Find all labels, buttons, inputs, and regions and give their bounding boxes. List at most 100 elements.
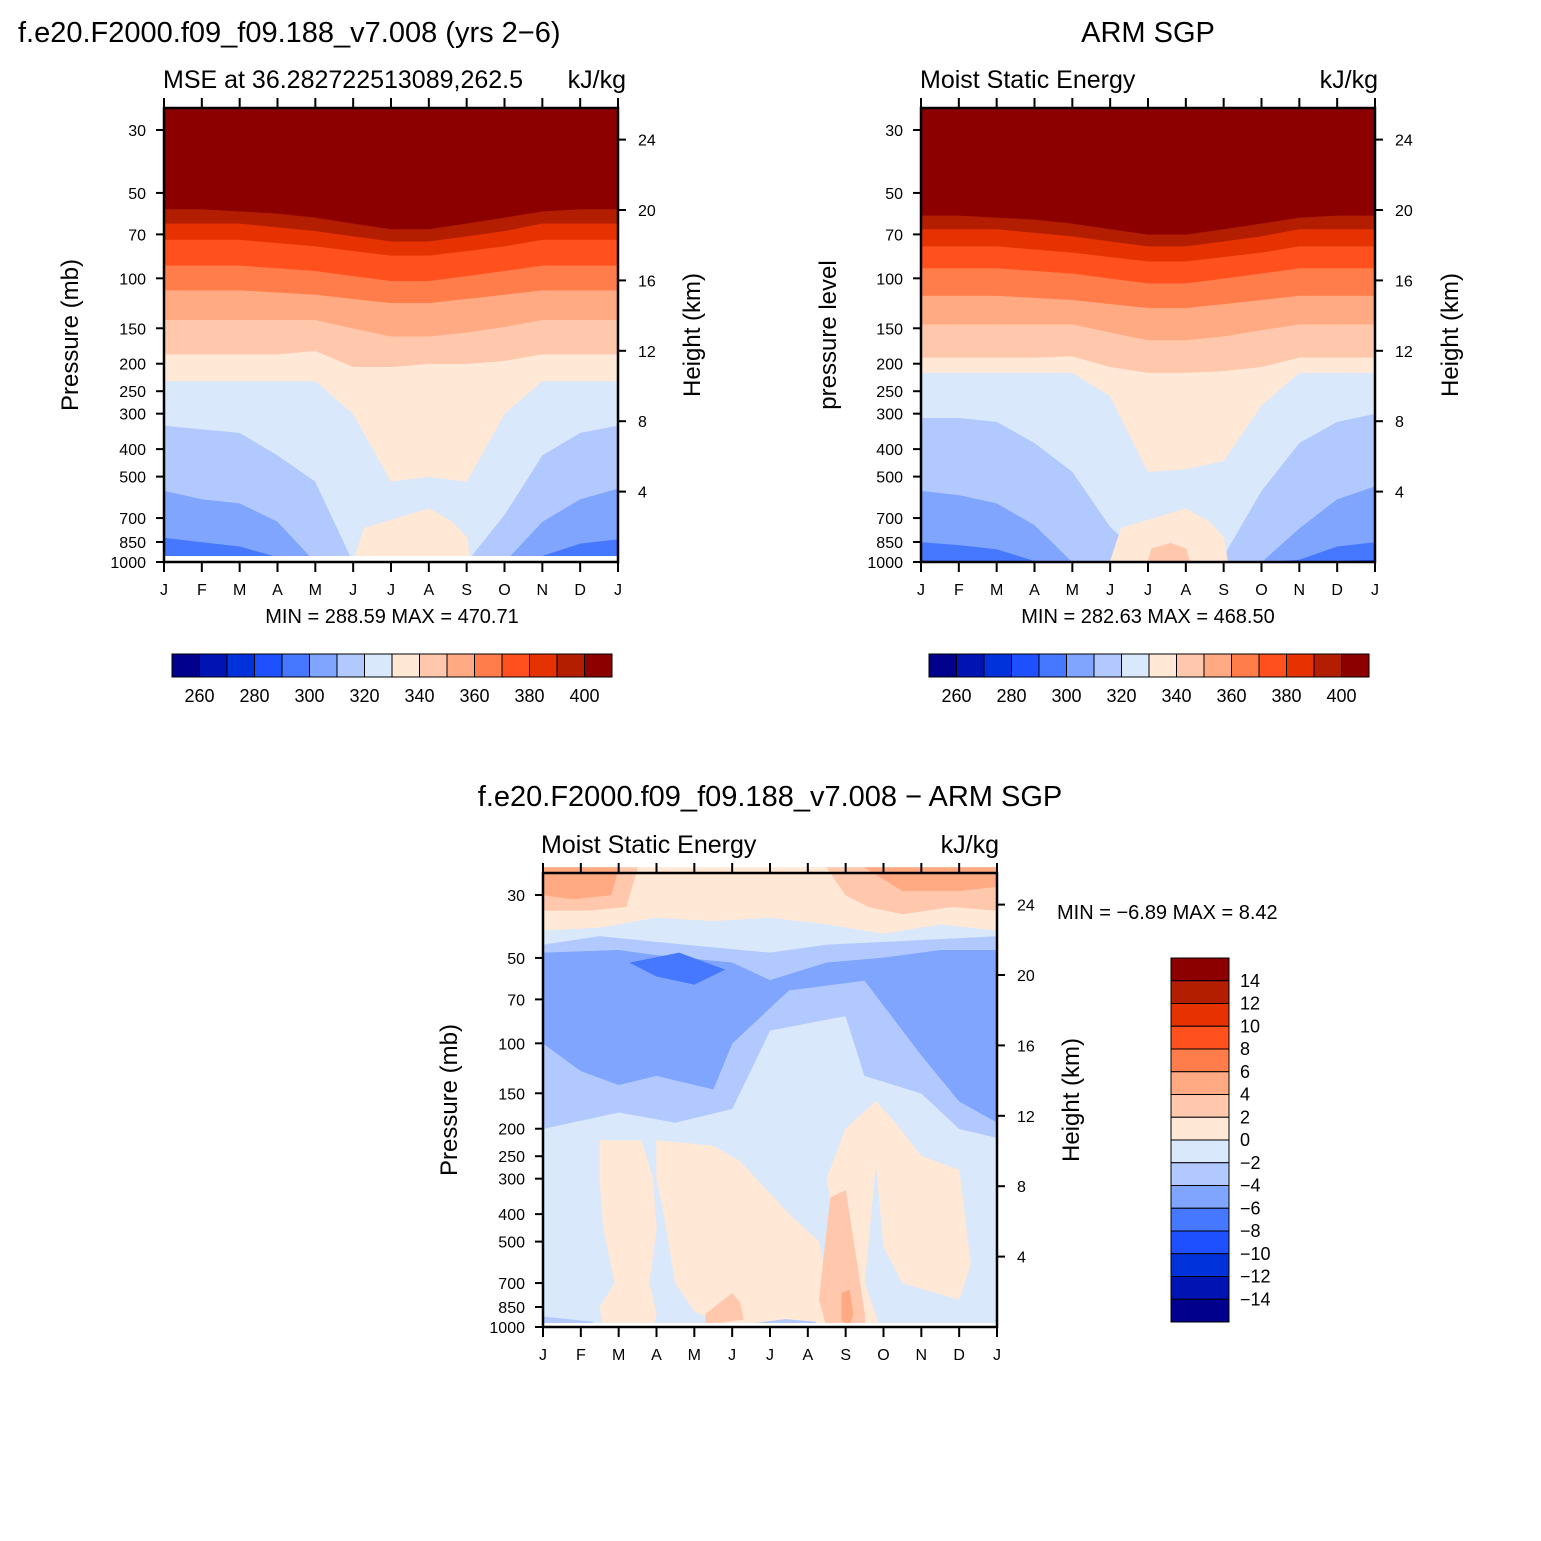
colorbar-swatch (1148, 653, 1177, 678)
panel-units: kJ/kg (1320, 66, 1378, 94)
colorbar-label: 320 (1106, 686, 1136, 706)
contour-band (629, 952, 726, 985)
y-tick-label: 70 (507, 992, 525, 1009)
colorbar-swatch (529, 653, 558, 678)
y-tick-label-right: 8 (638, 414, 647, 431)
y-tick-label: 200 (876, 357, 903, 374)
colorbar-swatch (226, 653, 255, 678)
colorbar-swatch (983, 653, 1012, 678)
colorbar-swatch (1170, 1276, 1230, 1300)
y-tick-label-right: 20 (638, 203, 656, 220)
colorbar-label: −6 (1240, 1198, 1261, 1218)
y-tick-label: 500 (876, 470, 903, 487)
colorbar-label: 300 (294, 686, 324, 706)
y-tick-label-right: 24 (638, 133, 656, 150)
panel-units: kJ/kg (568, 66, 626, 94)
colorbar-swatch (501, 653, 530, 678)
y-tick-label: 1000 (110, 555, 146, 572)
colorbar-label: −10 (1240, 1244, 1271, 1264)
colorbar-swatch (1121, 653, 1150, 678)
x-tick-label: J (387, 582, 395, 599)
colorbar-swatch (1170, 1094, 1230, 1118)
x-tick-label: J (539, 1347, 547, 1364)
min-max-stats: MIN = 282.63 MAX = 468.50 (1021, 606, 1275, 628)
y-tick-label: 500 (119, 470, 146, 487)
y-tick-label: 30 (507, 888, 525, 905)
colorbar-swatch (199, 653, 228, 678)
y-tick-label-right: 4 (1395, 485, 1404, 502)
colorbar-swatch (281, 653, 310, 678)
contour-band (163, 107, 619, 230)
colorbar-swatch (1170, 1207, 1230, 1232)
x-tick-label: J (349, 582, 357, 599)
x-tick-label: J (766, 1347, 774, 1364)
colorbar-label: 280 (239, 686, 269, 706)
colorbar-label: 400 (569, 686, 599, 706)
x-tick-label: M (233, 582, 246, 599)
y-tick-label: 400 (119, 442, 146, 459)
x-tick-label: J (728, 1347, 736, 1364)
colorbar: 260 280 300 320 340 360 380 400 (928, 653, 1370, 706)
colorbar-swatch (1170, 1162, 1230, 1186)
x-tick-label: S (840, 1347, 851, 1364)
x-tick-label: N (916, 1347, 928, 1364)
y-tick-label: 700 (119, 511, 146, 528)
colorbar-swatch (1231, 653, 1260, 678)
panel-title: f.e20.F2000.f09_f09.188_v7.008 (yrs 2−6) (18, 17, 561, 49)
y-tick-label: 70 (885, 227, 903, 244)
colorbar-swatch (419, 653, 448, 678)
contour-plot: J F M A M J J A S O N D J 30 50 70 100 150 200 250 300 400 500… (489, 863, 1035, 1364)
contour-plot: J F M A M J J A S O N D J 30 50 70 100 150 200 250 300 400 500… (110, 98, 656, 599)
colorbar-swatch (1170, 1048, 1230, 1073)
y-tick-label: 850 (498, 1300, 525, 1317)
colorbar-label: 380 (1271, 686, 1301, 706)
panel-units: kJ/kg (941, 831, 999, 859)
y-axis-label: Pressure (mb) (436, 1024, 463, 1176)
y-tick-label: 250 (876, 384, 903, 401)
contour-band (705, 1292, 744, 1325)
x-tick-label: D (574, 582, 586, 599)
colorbar-label: 360 (1216, 686, 1246, 706)
x-tick-label: A (423, 582, 434, 599)
colorbar-label: 400 (1326, 686, 1356, 706)
colorbar-swatch (1170, 1230, 1230, 1255)
colorbar-label: 280 (996, 686, 1026, 706)
y-tick-label: 300 (119, 407, 146, 424)
colorbar-label: −2 (1240, 1153, 1261, 1173)
y-tick-label: 150 (498, 1086, 525, 1103)
x-tick-label: O (498, 582, 510, 599)
colorbar-label: 300 (1051, 686, 1081, 706)
colorbar-label: 6 (1240, 1062, 1250, 1082)
colorbar-swatch (1011, 653, 1040, 678)
y-tick-label: 70 (128, 227, 146, 244)
colorbar-swatch (1170, 1025, 1230, 1050)
y-tick-label-right: 16 (638, 273, 656, 290)
colorbar-label: 14 (1240, 971, 1260, 991)
x-tick-label: M (688, 1347, 701, 1364)
colorbar-swatch (1170, 1185, 1230, 1209)
colorbar-swatch (391, 653, 420, 678)
colorbar-swatch (1038, 653, 1067, 678)
colorbar-label: 340 (404, 686, 434, 706)
colorbar-swatch (1170, 1298, 1230, 1323)
y-tick-label: 100 (876, 271, 903, 288)
colorbar-swatch (1066, 653, 1095, 678)
y-axis-label-right: Height (km) (1058, 1038, 1085, 1162)
panel-subtitle: Moist Static Energy (920, 66, 1136, 94)
x-tick-label: D (1331, 582, 1343, 599)
colorbar-swatch (254, 653, 283, 678)
x-tick-label: A (802, 1347, 813, 1364)
x-tick-label: J (160, 582, 168, 599)
x-tick-label: M (1066, 582, 1079, 599)
colorbar-label: 10 (1240, 1016, 1260, 1036)
x-tick-label: F (197, 582, 207, 599)
colorbar-swatch (446, 653, 475, 678)
colorbar-swatch (556, 653, 585, 678)
x-tick-label: A (272, 582, 283, 599)
colorbar-swatch (1170, 957, 1230, 982)
x-tick-label: J (1144, 582, 1152, 599)
y-axis-label-right: Height (km) (679, 273, 706, 397)
model-panel: f.e20.F2000.f09_f09.188_v7.008 (yrs 2−6)… (18, 17, 706, 706)
colorbar-label: −8 (1240, 1221, 1261, 1241)
